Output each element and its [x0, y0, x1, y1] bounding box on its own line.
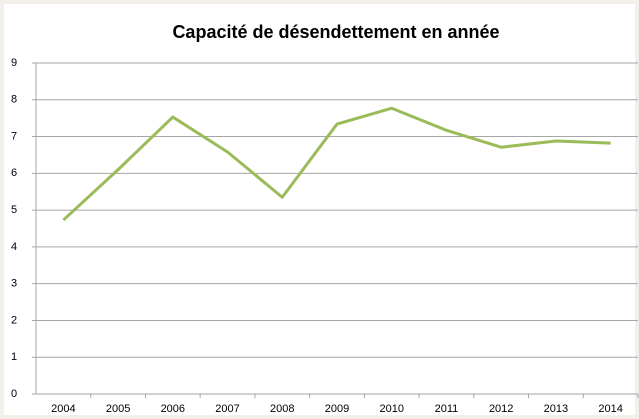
- x-tick-label: 2006: [161, 403, 185, 415]
- y-tick-label: 6: [11, 167, 17, 179]
- x-tick-label: 2013: [544, 403, 568, 415]
- x-tick-label: 2008: [270, 403, 294, 415]
- x-tick-label: 2004: [51, 403, 75, 415]
- y-tick-label: 4: [11, 241, 17, 253]
- x-tick-label: 2007: [215, 403, 239, 415]
- y-tick-label: 9: [11, 57, 17, 69]
- x-tick-label: 2014: [598, 403, 622, 415]
- y-tick-label: 3: [11, 278, 17, 290]
- y-tick-label: 7: [11, 130, 17, 142]
- y-tick-label: 8: [11, 94, 17, 106]
- data-line: [62, 106, 611, 222]
- chart-title: Capacité de désendettement en année: [172, 22, 499, 42]
- chart-area: [4, 4, 635, 415]
- x-tick-label: 2009: [325, 403, 349, 415]
- x-tick-label: 2010: [379, 403, 403, 415]
- y-tick-label: 0: [11, 388, 17, 400]
- y-tick-label: 5: [11, 204, 17, 216]
- y-tick-label: 1: [11, 351, 17, 363]
- x-tick-label: 2011: [435, 403, 459, 415]
- x-tick-label: 2005: [106, 403, 130, 415]
- y-tick-label: 2: [11, 314, 17, 326]
- x-tick-label: 2012: [489, 403, 513, 415]
